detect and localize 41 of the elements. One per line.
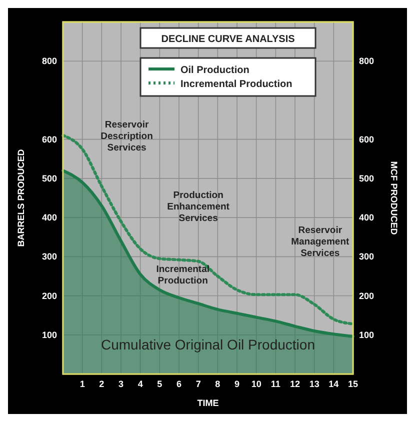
x-tick-label: 15 bbox=[348, 379, 358, 389]
x-axis-title: TIME bbox=[197, 398, 219, 408]
annotation: Incremental Production bbox=[156, 264, 210, 286]
x-tick-label: 9 bbox=[234, 379, 240, 389]
y-tick-label: 100 bbox=[42, 330, 57, 340]
x-tick-label: 5 bbox=[157, 379, 162, 389]
y2-tick-label: 400 bbox=[359, 212, 374, 223]
y-tick-label: 200 bbox=[42, 290, 57, 301]
x-tick-label: 7 bbox=[196, 379, 201, 389]
y2-tick-label: 800 bbox=[359, 56, 374, 66]
y-tick-label: 500 bbox=[42, 173, 57, 184]
title-box: DECLINE CURVE ANALYSIS bbox=[140, 27, 316, 49]
x-tick-label: 11 bbox=[270, 379, 280, 389]
x-tick-label: 6 bbox=[176, 379, 182, 389]
y2-axis-title: MCF PRODUCED bbox=[389, 161, 399, 236]
legend-label: Incremental Production bbox=[180, 79, 292, 90]
y2-tick-label: 600 bbox=[359, 134, 374, 144]
y-tick-label: 600 bbox=[42, 134, 57, 144]
y-tick-label: 300 bbox=[42, 252, 57, 262]
x-tick-label: 2 bbox=[99, 379, 104, 389]
annotation: Reservoir Description Services bbox=[100, 120, 154, 154]
annotation: Production Enhancement Services bbox=[167, 190, 230, 224]
annotation: Reservoir Management Services bbox=[291, 225, 350, 260]
y2-tick-label: 300 bbox=[359, 252, 374, 262]
x-tick-label: 4 bbox=[138, 379, 143, 389]
y2-tick-label: 500 bbox=[359, 173, 374, 184]
annotation: Cumulative Original Oil Production bbox=[101, 336, 315, 352]
x-tick-label: 8 bbox=[215, 379, 220, 389]
x-tick-label: 13 bbox=[309, 379, 320, 389]
legend-label: Oil Production bbox=[180, 65, 250, 76]
y2-tick-label: 100 bbox=[359, 330, 374, 340]
x-tick-label: 1 bbox=[80, 379, 85, 389]
x-tick-label: 10 bbox=[251, 379, 262, 389]
x-tick-label: 3 bbox=[118, 379, 124, 389]
y-tick-label: 800 bbox=[42, 56, 57, 66]
y-tick-label: 400 bbox=[42, 212, 57, 223]
line-series bbox=[62, 134, 354, 326]
y-axis-title: BARRELS PRODUCED bbox=[16, 148, 26, 247]
x-tick-label: 12 bbox=[290, 379, 300, 389]
y2-tick-label: 200 bbox=[359, 290, 374, 301]
x-tick-label: 14 bbox=[328, 379, 339, 389]
